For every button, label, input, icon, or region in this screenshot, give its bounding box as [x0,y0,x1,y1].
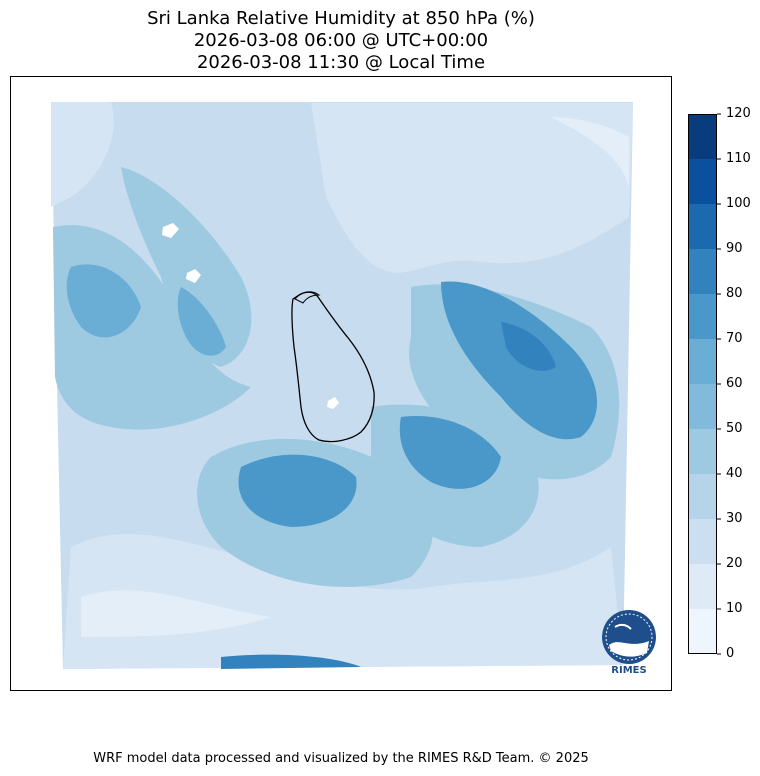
humidity-region-light-south [63,534,623,669]
colorbar-tick-label: 60 [726,376,743,391]
humidity-region-mid-india [121,167,252,367]
humidity-region-dark-south [238,454,357,527]
colorbar-tick-label: 100 [726,196,751,211]
colorbar-tick-label: 10 [726,601,743,616]
chart-title-line2: 2026-03-08 06:00 @ UTC+00:00 [193,30,489,51]
humidity-region-dark-southcenter [399,416,501,489]
colorbar-segment [688,384,717,429]
rimes-logo-text: RIMES [611,665,647,676]
humidity-region-dark-india [177,287,226,356]
colorbar-segment [688,519,717,564]
colorbar-tick-label: 40 [726,466,743,481]
missing-data-patch [162,223,179,238]
rimes-globe-icon [602,610,656,664]
colorbar-segment [688,339,717,384]
chart-title-line1: Sri Lanka Relative Humidity at 850 hPa (… [147,8,535,29]
colorbar-segment [688,114,717,159]
humidity-map [51,102,633,669]
colorbar-segment [688,474,717,519]
colorbar [688,113,721,655]
sri-lanka-coastline [291,291,375,443]
colorbar-segment [688,429,717,474]
credit-footer: WRF model data processed and visualized … [93,751,589,766]
colorbar-tick-label: 20 [726,556,743,571]
colorbar-segment [688,564,717,609]
colorbar-tick-label: 90 [726,241,743,256]
humidity-region-light-north [311,103,633,273]
humidity-region-core-east [501,322,556,371]
colorbar-tick-label: 50 [726,421,743,436]
humidity-region-lightest-ne [551,117,629,187]
rimes-logo: RIMES [597,607,661,679]
humidity-region-light-nw [51,102,114,207]
colorbar-tick-label: 70 [726,331,743,346]
colorbar-border [688,114,717,654]
humidity-region-dark-southbelt [221,654,361,669]
missing-data-patch [186,269,201,283]
colorbar-segment [688,249,717,294]
colorbar-segment [688,159,717,204]
colorbar-tick-label: 0 [726,646,735,661]
colorbar-tick-label: 120 [726,106,751,121]
chart-title-line3: 2026-03-08 11:30 @ Local Time [196,52,486,73]
jaffna-peninsula-outline [294,291,321,304]
humidity-region-dark-west [66,264,141,338]
colorbar-tick-label: 80 [726,286,743,301]
colorbar-tick-label: 30 [726,511,743,526]
humidity-region-lightest-sw [81,590,271,637]
colorbar-segment [688,204,717,249]
colorbar-segment [688,609,717,654]
colorbar-tick-label: 110 [726,151,751,166]
colorbar-scale [688,113,721,655]
colorbar-segment [688,294,717,339]
map-frame: RIMES [10,76,672,691]
missing-data-patch [327,397,339,409]
